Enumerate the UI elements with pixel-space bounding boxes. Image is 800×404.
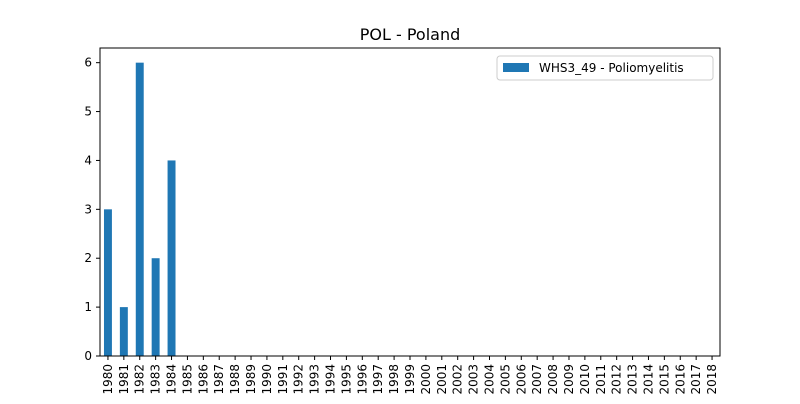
y-tick-label-5: 5 bbox=[84, 105, 92, 119]
x-tick-label-2005: 2005 bbox=[498, 364, 512, 395]
x-tick-label-1999: 1999 bbox=[403, 364, 417, 395]
x-tick-label-1980: 1980 bbox=[101, 364, 115, 395]
x-tick-label-1990: 1990 bbox=[260, 364, 274, 395]
x-tick-label-2007: 2007 bbox=[530, 364, 544, 395]
legend-label: WHS3_49 - Poliomyelitis bbox=[539, 61, 684, 75]
y-tick-label-3: 3 bbox=[84, 202, 92, 216]
x-tick-label-1987: 1987 bbox=[212, 364, 226, 395]
x-tick-label-1981: 1981 bbox=[117, 364, 131, 395]
x-tick-label-2015: 2015 bbox=[657, 364, 671, 395]
y-tick-label-6: 6 bbox=[84, 56, 92, 70]
x-tick-label-2017: 2017 bbox=[689, 364, 703, 395]
x-tick-label-2012: 2012 bbox=[610, 364, 624, 395]
y-tick-label-2: 2 bbox=[84, 251, 92, 265]
x-tick-label-2003: 2003 bbox=[467, 364, 481, 395]
x-tick-label-2009: 2009 bbox=[562, 364, 576, 395]
x-tick-label-1998: 1998 bbox=[387, 364, 401, 395]
x-tick-label-1982: 1982 bbox=[133, 364, 147, 395]
x-tick-label-1996: 1996 bbox=[355, 364, 369, 395]
y-tick-label-0: 0 bbox=[84, 349, 92, 363]
x-tick-label-1997: 1997 bbox=[371, 364, 385, 395]
x-tick-label-1989: 1989 bbox=[244, 364, 258, 395]
bar-1984 bbox=[167, 160, 176, 356]
x-tick-label-2000: 2000 bbox=[419, 364, 433, 395]
legend-box bbox=[496, 55, 714, 81]
x-tick-label-2010: 2010 bbox=[578, 364, 592, 395]
x-tick-label-1995: 1995 bbox=[339, 364, 353, 395]
y-tick-label-4: 4 bbox=[84, 153, 92, 167]
x-tick-label-1984: 1984 bbox=[165, 364, 179, 395]
bars-group bbox=[103, 62, 176, 357]
x-tick-label-2018: 2018 bbox=[705, 364, 719, 395]
x-tick-label-2008: 2008 bbox=[546, 364, 560, 395]
x-tick-label-2014: 2014 bbox=[641, 364, 655, 395]
x-tick-label-1991: 1991 bbox=[276, 364, 290, 395]
x-tick-label-2011: 2011 bbox=[594, 364, 608, 395]
bar-1981 bbox=[119, 307, 128, 356]
x-tick-label-1993: 1993 bbox=[308, 364, 322, 395]
x-tick-label-1983: 1983 bbox=[149, 364, 163, 395]
x-tick-label-1992: 1992 bbox=[292, 364, 306, 395]
bar-1982 bbox=[135, 62, 144, 357]
x-tick-label-2004: 2004 bbox=[482, 364, 496, 395]
x-tick-label-1988: 1988 bbox=[228, 364, 242, 395]
bar-1983 bbox=[151, 258, 160, 356]
x-tick-label-1994: 1994 bbox=[324, 364, 338, 395]
y-tick-label-1: 1 bbox=[84, 300, 92, 314]
legend-swatch bbox=[503, 63, 529, 72]
x-axis: 1980 1981 1982 1983 1984 1985 1986 1987 1988 1989… bbox=[101, 356, 719, 395]
bar-1980 bbox=[103, 209, 112, 356]
x-tick-label-1986: 1986 bbox=[196, 364, 210, 395]
x-tick-label-2006: 2006 bbox=[514, 364, 528, 395]
chart-title: POL - Poland bbox=[360, 25, 461, 44]
x-tick-label-2013: 2013 bbox=[626, 364, 640, 395]
y-axis: 0 1 2 3 4 5 6 bbox=[84, 56, 100, 363]
x-tick-label-2016: 2016 bbox=[673, 364, 687, 395]
x-tick-label-2002: 2002 bbox=[451, 364, 465, 395]
legend: WHS3_49 - Poliomyelitis bbox=[496, 55, 714, 81]
x-tick-label-2001: 2001 bbox=[435, 364, 449, 395]
plot-frame bbox=[99, 47, 721, 357]
x-tick-label-1985: 1985 bbox=[180, 364, 194, 395]
